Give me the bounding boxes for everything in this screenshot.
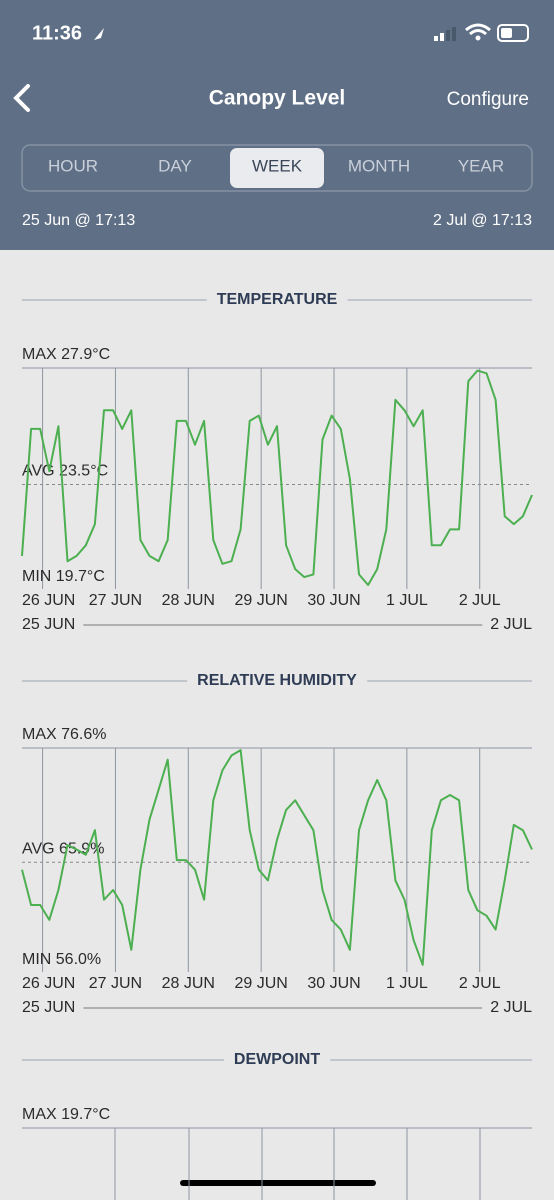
configure-button[interactable]: Configure <box>447 89 529 110</box>
y-tick-label: MAX 76.6% <box>22 726 106 743</box>
nav-title: Canopy Level <box>209 87 346 110</box>
y-tick-label: MAX 27.9°C <box>22 346 110 363</box>
segmented-control <box>21 144 533 192</box>
status-icons <box>434 23 529 42</box>
x-tick-label: 29 JUN <box>234 592 287 609</box>
x-tick-label: 2 JUL <box>459 975 501 992</box>
back-button[interactable] <box>13 84 30 112</box>
section-title: DEWPOINT <box>234 1051 320 1068</box>
x-tick-label: 26 JUN <box>22 592 75 609</box>
section-title: RELATIVE HUMIDITY <box>197 672 357 689</box>
range-label: 2 JUL <box>490 999 532 1016</box>
status-time: 11:36 <box>32 22 82 44</box>
data-line <box>21 369 533 586</box>
range-label: 25 JUN <box>22 999 75 1016</box>
x-tick-label: 27 JUN <box>89 592 142 609</box>
x-tick-label: 30 JUN <box>307 592 360 609</box>
y-tick-label: AVG 23.5°C <box>22 463 108 480</box>
range-start: 25 Jun @ 17:13 <box>22 212 135 229</box>
location-icon <box>94 28 104 40</box>
home-indicator <box>180 1180 376 1186</box>
y-tick-label: AVG 65.9% <box>22 840 104 857</box>
y-tick-label: MIN 56.0% <box>22 951 101 968</box>
header-bg <box>0 0 554 250</box>
range-label: 2 JUL <box>490 616 532 633</box>
tab[interactable]: WEEK <box>252 156 303 175</box>
section-title: TEMPERATURE <box>217 291 338 308</box>
x-tick-label: 1 JUL <box>386 975 428 992</box>
x-tick-label: 30 JUN <box>307 975 360 992</box>
x-tick-label: 29 JUN <box>234 975 287 992</box>
range-end: 2 Jul @ 17:13 <box>433 212 532 229</box>
tab[interactable]: YEAR <box>458 156 504 175</box>
x-tick-label: 2 JUL <box>459 592 501 609</box>
x-tick-label: 26 JUN <box>22 975 75 992</box>
range-label: 25 JUN <box>22 616 75 633</box>
data-line <box>21 749 533 966</box>
tab[interactable]: DAY <box>158 156 192 175</box>
tab-selected-bg <box>230 148 324 188</box>
y-tick-label: MIN 19.7°C <box>22 568 105 585</box>
x-tick-label: 1 JUL <box>386 592 428 609</box>
x-tick-label: 27 JUN <box>89 975 142 992</box>
y-tick-label: MAX 19.7°C <box>22 1106 110 1123</box>
x-tick-label: 28 JUN <box>162 592 215 609</box>
x-tick-label: 28 JUN <box>162 975 215 992</box>
tab[interactable]: MONTH <box>348 156 410 175</box>
tab[interactable]: HOUR <box>48 156 98 175</box>
